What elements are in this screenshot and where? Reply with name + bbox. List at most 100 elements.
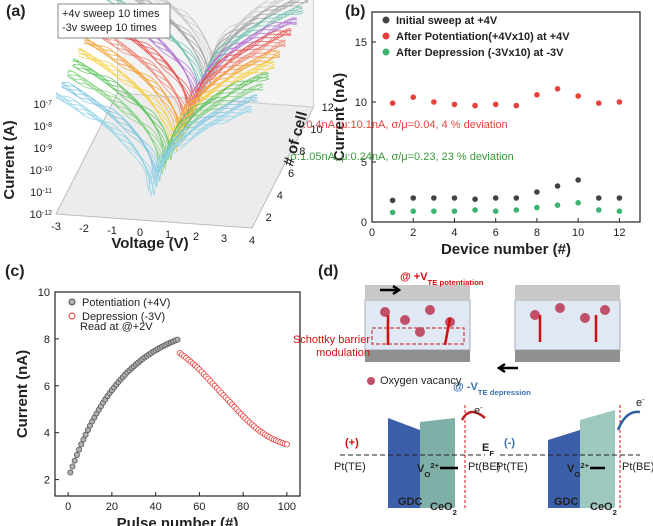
x-tick-label: 8 [534,227,540,239]
x-tick-label: 10 [572,227,584,239]
te-right [515,285,620,301]
vo-right: VO2+ [567,461,590,479]
ceo2-right: CeO2 [590,501,617,517]
vacancies [367,303,610,385]
y-tick-label: 6 [44,381,50,393]
electron-arrow-left [460,410,486,421]
sweep-curve [55,94,253,192]
point [575,93,581,99]
fermi-label-part: E [482,442,489,454]
te-left [365,285,470,301]
point [410,94,417,100]
tick-exp: -12 [42,210,52,217]
panel-label: (d) [318,263,338,280]
sign-left: (+) [345,437,359,449]
y-tick-label: 2 [44,475,50,487]
point [69,463,76,470]
point [595,195,602,201]
point [451,195,458,201]
sweep-curve [89,31,286,131]
plot-frame [371,11,641,223]
ceo2-right-part: CeO [590,501,613,513]
point [389,209,396,216]
point [472,196,478,202]
ceo2-band-left [420,418,455,508]
point [472,102,478,109]
x-tick-label: 4 [249,235,255,247]
ceo2-left-part: CeO [430,501,453,513]
x-tick-label: 6 [493,227,499,239]
x-tick-label: 100 [278,501,296,513]
point [492,101,499,108]
point [73,451,80,458]
be-right [515,350,620,362]
electron-right-part: e [636,397,642,409]
tick-exp: -8 [46,122,52,129]
legend-label: +4v sweep 10 times [62,8,160,20]
point [71,457,78,464]
y-tick-label: 10 [38,287,50,299]
tick-base: 10 [34,143,46,155]
tick-exp: -11 [42,188,52,195]
sweep-curve [83,42,281,129]
legend-marker [382,48,390,56]
legend-marker [68,298,76,306]
device-left [364,299,471,351]
x-tick-label: 0 [369,227,375,239]
x-tick-label: 1 [165,229,171,241]
ceo2-band-right [580,410,615,508]
depression-label: @ -VTE depression [453,381,531,397]
y-tick-label: 10-9 [34,143,53,155]
potentiation-label-part: @ +V [400,271,428,283]
point [389,197,396,204]
gdc-right: GDC [554,496,579,508]
x-tick-label: 0 [65,501,71,513]
ceo2-left-part: 2 [453,508,457,517]
z-tick-label: 8 [299,146,305,158]
z-tick-label: 4 [277,190,283,202]
y-tick-label: 5 [361,157,367,169]
depression-label-part: TE depression [478,388,531,397]
point [554,183,561,189]
point [513,207,520,213]
annotation: σ:0.4nA, μ:10.1nA, σ/μ=0.04, 4 % deviati… [296,119,507,131]
point [410,195,417,201]
pt-be-right: Pt(BE) [622,461,653,473]
potentiation-label: @ +VTE potentiation [400,271,484,287]
point [492,195,499,201]
legend-label: After Potentiation(+4Vx10) at +4V [396,31,570,43]
x-tick-label: 40 [150,501,162,513]
y-tick-label: 10-8 [34,121,53,133]
point [616,195,623,201]
point [76,446,83,453]
sweep-curve [61,87,258,173]
tick-exp: -10 [42,166,52,173]
point [534,189,540,195]
tick-base: 10 [34,99,46,111]
gdc-left: GDC [398,496,423,508]
y-tick-label: 10-10 [30,165,52,177]
sweep-curve [163,0,278,77]
x-tick-label: 4 [451,227,457,239]
legend-label: -3v sweep 10 times [62,22,157,34]
point [82,431,89,438]
fermi-label-part: F [489,449,494,458]
x-tick-label: -2 [79,223,89,235]
y-tick-label: 10 [355,97,367,109]
x-tick-label: 3 [221,233,227,245]
x-tick-label: 2 [193,231,199,243]
z-tick-label: 12 [322,102,334,114]
tick-base: 10 [34,121,46,133]
direction-arrows [380,284,518,374]
point [80,436,87,443]
point [534,204,540,211]
tick-exp: -9 [46,144,52,151]
x-tick-label: -1 [107,225,117,237]
tick-base: 10 [30,187,42,199]
point [67,469,74,476]
x-tick-label: 20 [106,501,118,513]
point [492,208,499,214]
x-tick-label: 80 [237,501,249,513]
y-tick-label: 10-12 [30,209,52,221]
sweep-curve [72,58,269,161]
